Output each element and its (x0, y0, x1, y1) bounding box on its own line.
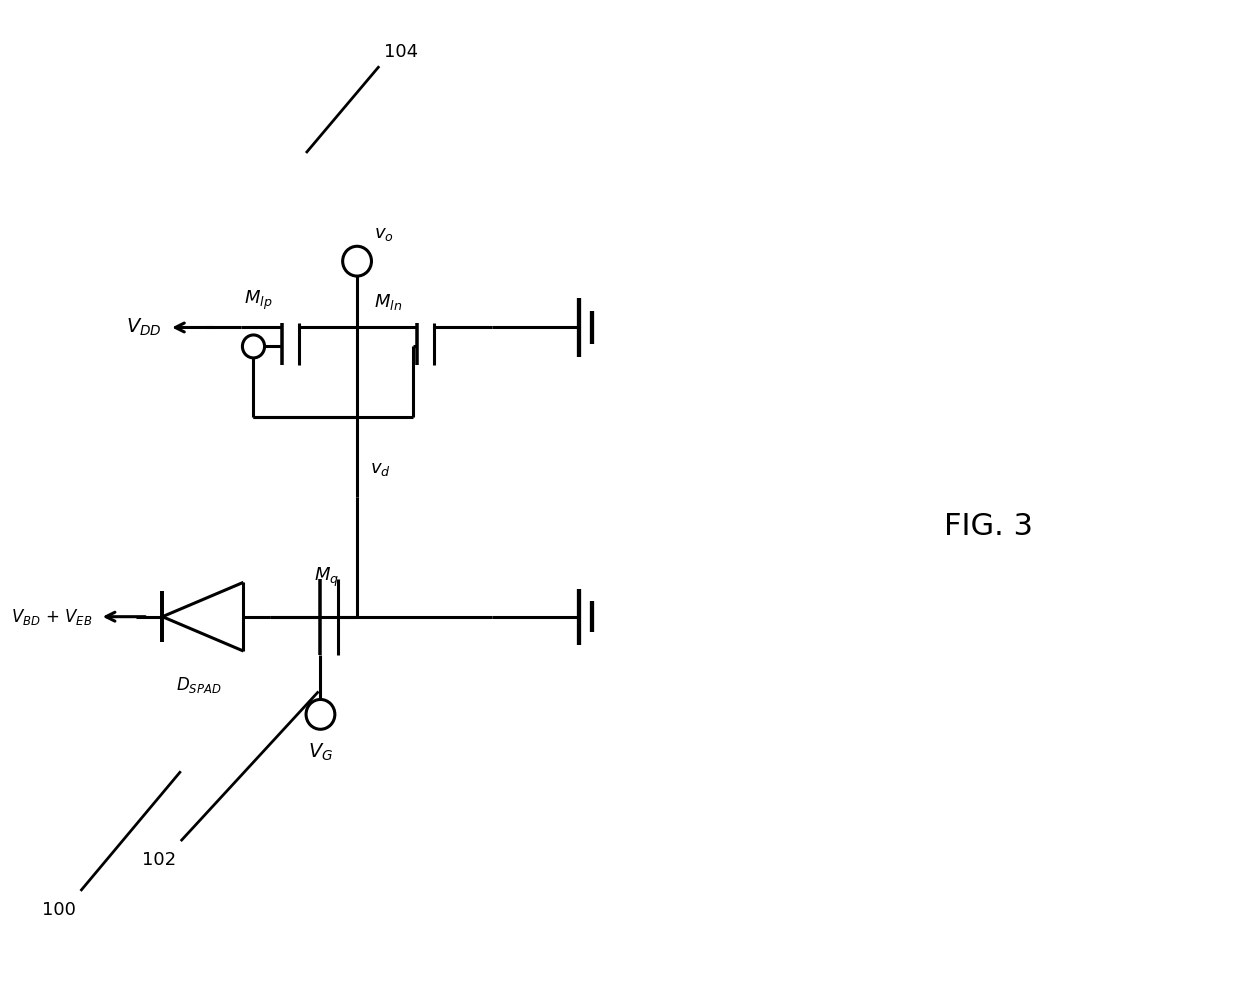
Text: $D_{SPAD}$: $D_{SPAD}$ (176, 675, 222, 695)
Text: $M_{lp}$: $M_{lp}$ (244, 288, 273, 311)
Text: 104: 104 (384, 43, 418, 61)
Text: $M_{ln}$: $M_{ln}$ (374, 292, 403, 311)
Text: 102: 102 (141, 851, 176, 869)
Text: $V_{BD}$ + $V_{EB}$: $V_{BD}$ + $V_{EB}$ (11, 606, 92, 626)
Text: $M_q$: $M_q$ (314, 566, 339, 589)
Text: $V_G$: $V_G$ (308, 741, 334, 762)
Text: $V_{DD}$: $V_{DD}$ (125, 317, 161, 338)
Text: $v_d$: $v_d$ (370, 460, 391, 478)
Text: FIG. 3: FIG. 3 (944, 513, 1033, 542)
Text: $v_o$: $v_o$ (374, 226, 394, 244)
Text: 100: 100 (42, 901, 76, 919)
